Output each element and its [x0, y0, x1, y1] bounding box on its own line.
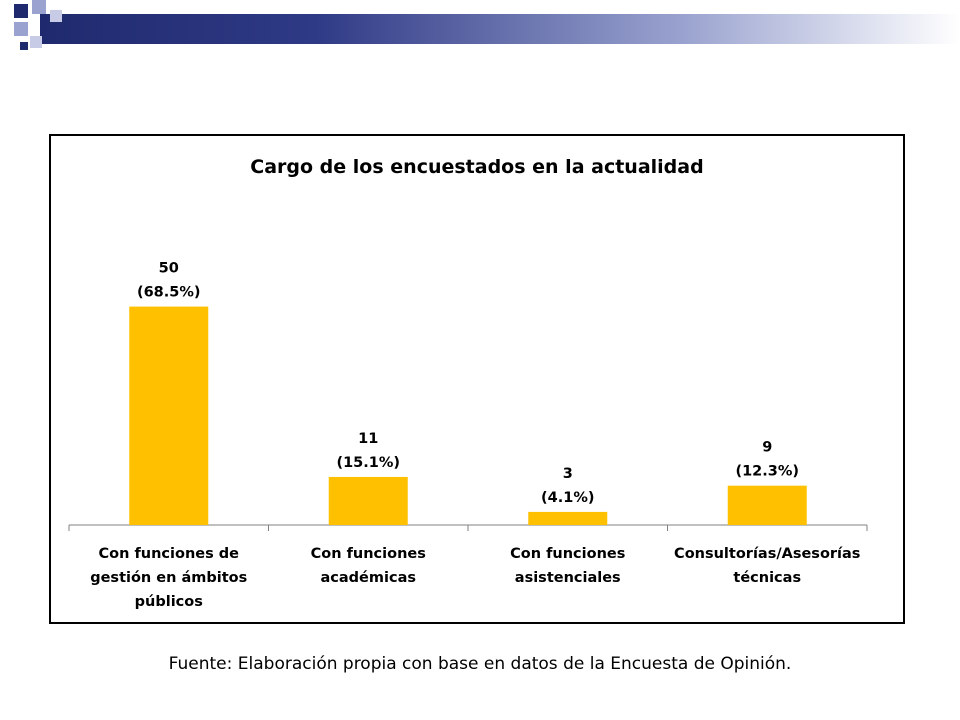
decorative-square	[14, 4, 28, 18]
slide-header-bar	[40, 14, 960, 44]
x-tick-label: Con funciones	[311, 546, 426, 562]
chart-title: Cargo de los encuestados en la actualida…	[250, 156, 704, 178]
bar-chart-plot: 50 (68.5%) Con funciones de gestión en ámbi…	[68, 261, 868, 610]
bar-value-label: 11	[358, 431, 378, 447]
x-tick-label: asistenciales	[515, 570, 621, 586]
bar	[528, 511, 608, 525]
decorative-square	[30, 36, 42, 48]
bar	[727, 485, 807, 525]
decorative-square	[50, 10, 62, 22]
bar-percent-label: (15.1%)	[336, 455, 400, 471]
x-tick-label: Con funciones de	[98, 546, 239, 562]
x-tick-label: gestión en ámbitos	[90, 570, 247, 586]
bar	[328, 476, 408, 525]
x-tick-label: Con funciones	[510, 546, 625, 562]
bar-value-label: 50	[159, 261, 179, 277]
bar-percent-label: (4.1%)	[541, 490, 594, 506]
x-tick-label: académicas	[321, 570, 416, 586]
x-tick-label: técnicas	[733, 570, 801, 586]
x-tick-label: públicos	[135, 594, 203, 610]
x-tick-label: Consultorías/Asesorías	[674, 546, 860, 562]
bar-value-label: 3	[563, 466, 573, 482]
bar	[129, 306, 209, 525]
decorative-square	[32, 0, 46, 14]
decorative-square	[20, 42, 28, 50]
bar-percent-label: (68.5%)	[137, 285, 201, 301]
bar-value-label: 9	[762, 440, 772, 456]
source-note: Fuente: Elaboración propia con base en d…	[168, 654, 792, 674]
bar-percent-label: (12.3%)	[735, 464, 799, 480]
decorative-square	[14, 22, 28, 36]
chart-frame: Cargo de los encuestados en la actualida…	[49, 134, 905, 624]
